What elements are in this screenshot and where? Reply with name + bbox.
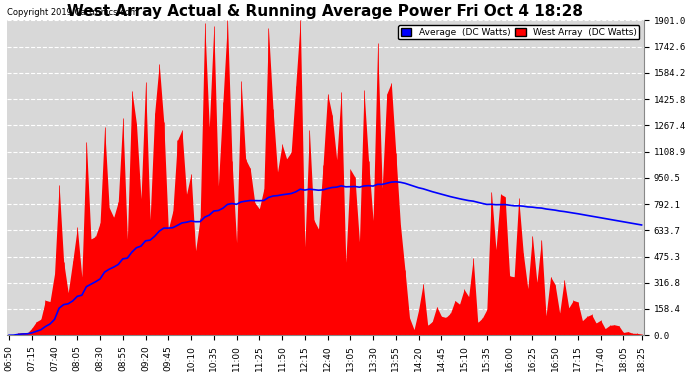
Legend: Average  (DC Watts), West Array  (DC Watts): Average (DC Watts), West Array (DC Watts… [398,25,640,39]
Text: Copyright 2019 Cartronics.com: Copyright 2019 Cartronics.com [7,8,138,17]
Title: West Array Actual & Running Average Power Fri Oct 4 18:28: West Array Actual & Running Average Powe… [68,4,583,19]
